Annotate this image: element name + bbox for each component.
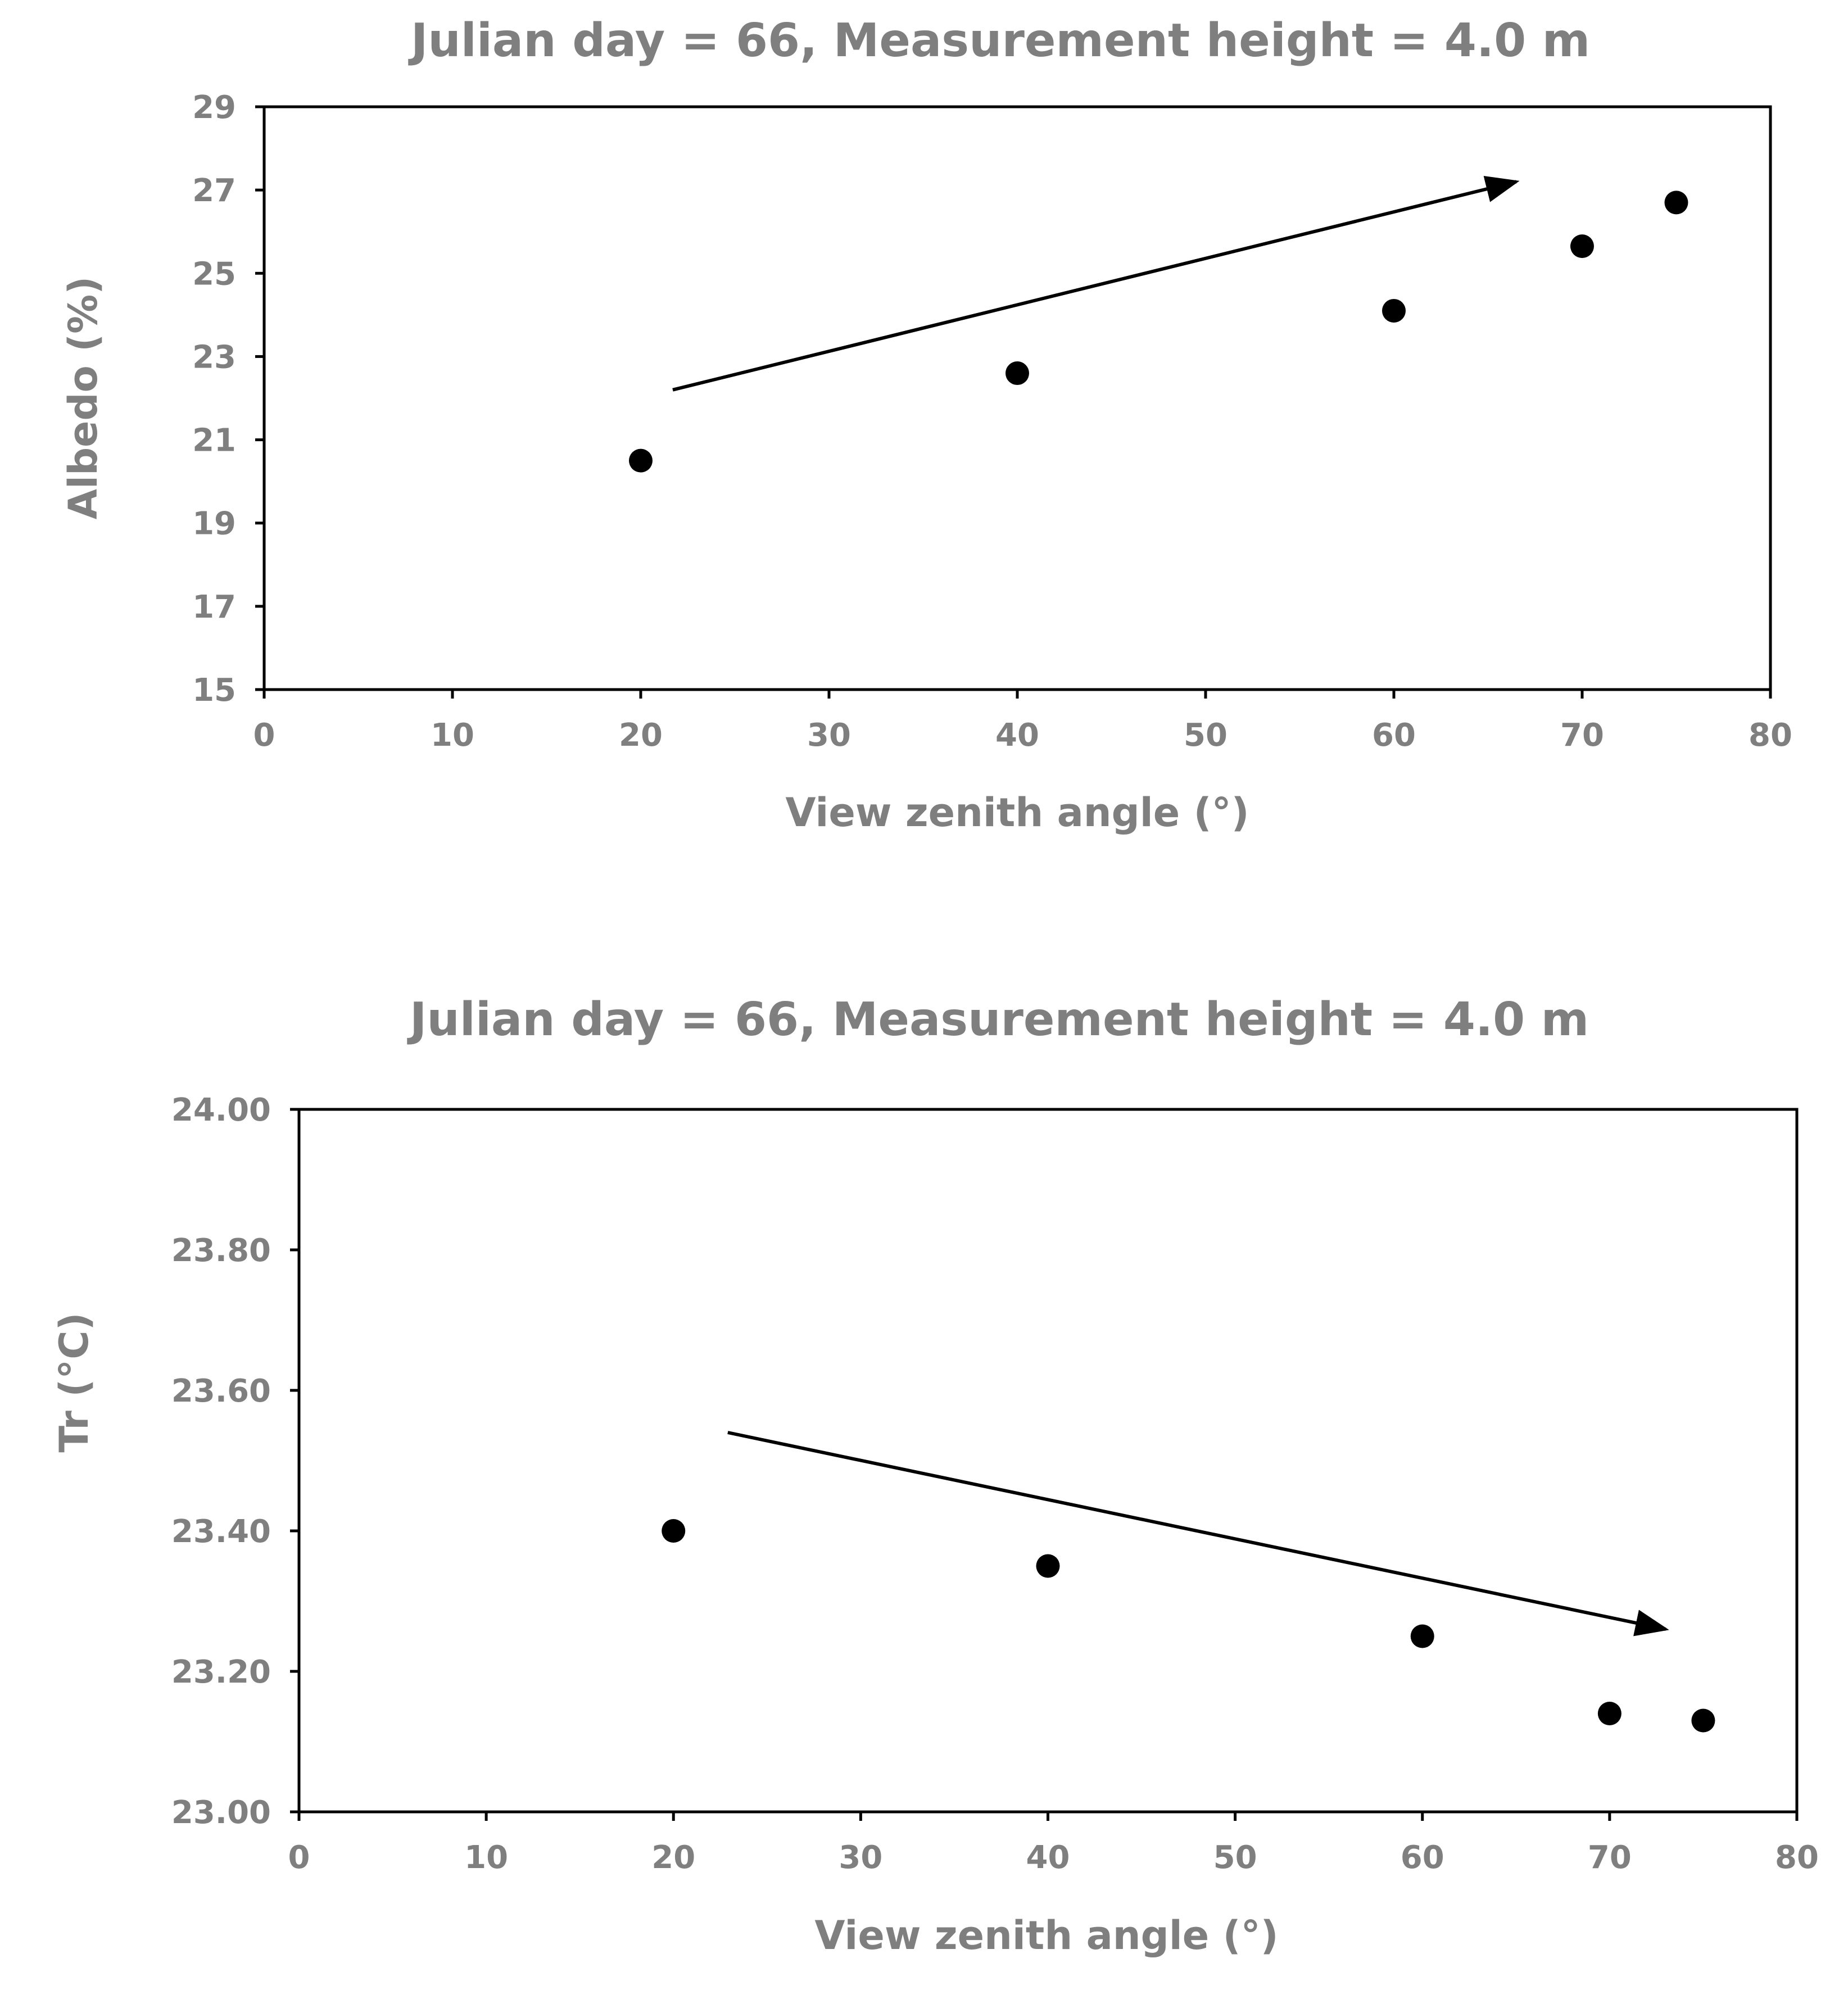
x-tick-label: 40 [995,717,1039,754]
trend-arrow-group [672,175,1520,392]
data-point [662,1519,686,1543]
x-tick-label: 0 [288,1839,310,1876]
x-axis-label: View zenith angle (°) [814,1912,1278,1959]
y-tick-labels: 15 17 19 21 23 25 27 29 [192,89,236,709]
x-tick-label: 60 [1401,1839,1444,1876]
trend-arrow [672,175,1520,392]
y-axis-label: Tr (°C) [51,1312,97,1452]
data-point [1036,1554,1060,1578]
x-tick-labels: 0 10 20 30 40 50 60 70 80 [253,717,1792,754]
x-tick-label: 50 [1184,717,1228,754]
y-tick-label: 29 [192,89,236,126]
x-tick-label: 80 [1775,1839,1819,1876]
trend-arrow [727,1431,1669,1637]
y-tick-label: 17 [192,589,236,625]
x-axis-label: View zenith angle (°) [785,790,1249,836]
y-tick-label: 27 [192,173,236,209]
x-tick-label: 30 [839,1839,882,1876]
y-tick-label: 25 [192,256,236,292]
plot-area-frame [262,105,1772,691]
x-tick-label: 70 [1588,1839,1632,1876]
x-tick-label: 0 [253,717,275,754]
trend-arrow-group [727,1431,1669,1637]
x-tick-label: 40 [1026,1839,1070,1876]
data-point [1570,234,1594,259]
chart-title: Julian day = 66, Measurement height = 4.… [408,14,1590,67]
x-tick-label: 70 [1560,717,1604,754]
data-point [1005,361,1029,386]
albedo-chart: Julian day = 66, Measurement height = 4.… [60,14,1792,836]
data-point [1664,191,1688,215]
data-point [629,448,653,473]
x-tick-labels: 0 10 20 30 40 50 60 70 80 [288,1839,1819,1876]
y-axis-ticks [290,1108,299,1814]
y-tick-label: 23.40 [171,1513,271,1550]
chart-title: Julian day = 66, Measurement height = 4.… [407,993,1589,1046]
data-points [629,191,1688,473]
y-tick-label: 15 [192,672,236,709]
y-axis-label: Albedo (%) [60,276,106,519]
y-tick-label: 24.00 [171,1092,271,1128]
x-tick-label: 50 [1213,1839,1257,1876]
y-axis-ticks [255,105,264,691]
x-tick-label: 80 [1749,717,1792,754]
data-point [1382,298,1406,323]
x-tick-label: 20 [651,1839,695,1876]
x-axis-ticks [262,690,1772,699]
x-tick-label: 30 [807,717,851,754]
y-tick-labels: 23.00 23.20 23.40 23.60 23.80 24.00 [171,1092,271,1831]
x-tick-label: 10 [431,717,474,754]
x-tick-label: 60 [1372,717,1416,754]
tr-chart: Julian day = 66, Measurement height = 4.… [51,993,1819,1959]
plot-area-frame [297,1108,1799,1814]
x-tick-label: 10 [464,1839,508,1876]
y-tick-label: 23.00 [171,1794,271,1831]
data-point [1691,1708,1715,1733]
data-point [1410,1624,1434,1648]
data-points [662,1519,1715,1733]
y-tick-label: 23.60 [171,1373,271,1409]
y-tick-label: 23.20 [171,1654,271,1690]
x-tick-label: 20 [619,717,663,754]
y-tick-label: 23.80 [171,1232,271,1269]
y-tick-label: 23 [192,339,236,375]
x-axis-ticks [297,1812,1799,1821]
y-tick-label: 21 [192,423,236,459]
data-point [1597,1702,1621,1725]
y-tick-label: 19 [192,506,236,542]
